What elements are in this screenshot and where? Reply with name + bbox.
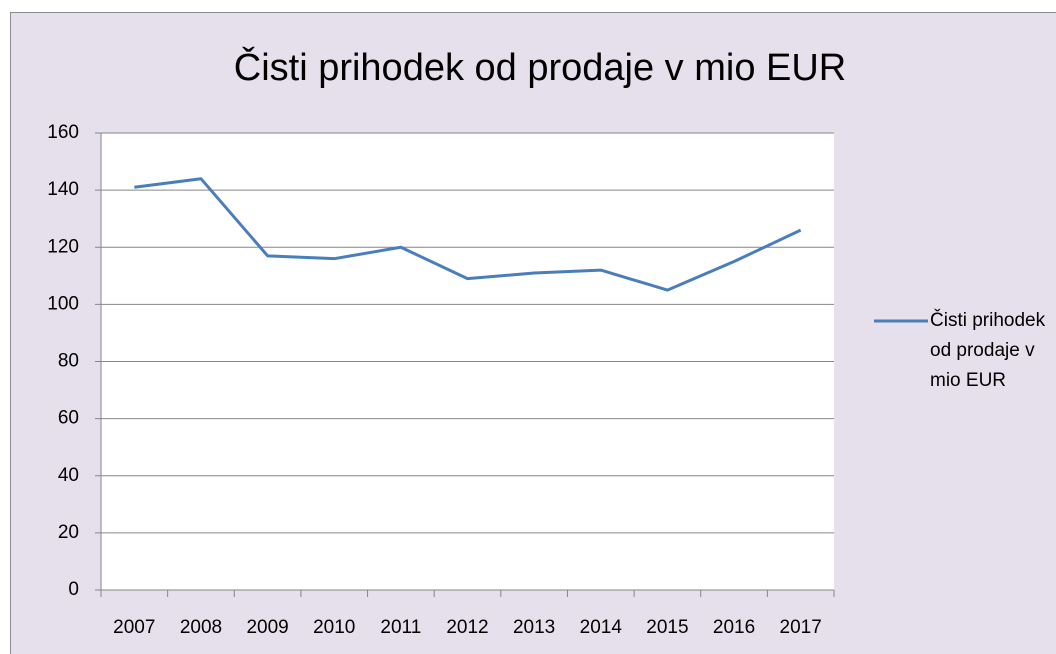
- y-tick-label: 100: [47, 293, 79, 314]
- x-tick-label: 2011: [380, 617, 421, 638]
- y-tick-label: 40: [58, 465, 79, 486]
- x-tick-label: 2008: [180, 617, 222, 638]
- y-tick-label: 140: [47, 179, 79, 200]
- y-tick-label: 160: [47, 122, 79, 143]
- x-tick-label: 2009: [246, 617, 288, 638]
- x-tick-label: 2013: [513, 617, 555, 638]
- x-tick-label: 2014: [580, 617, 623, 638]
- x-tick-label: 2012: [446, 617, 488, 638]
- x-tick-label: 2015: [646, 617, 688, 638]
- y-tick-label: 0: [68, 579, 79, 600]
- x-tick-label: 2007: [113, 617, 155, 638]
- chart-title: Čisti prihodek od prodaje v mio EUR: [234, 45, 847, 89]
- data-line: [134, 177, 802, 292]
- x-tick-label: 2017: [780, 617, 822, 638]
- y-tick-label: 20: [58, 522, 79, 543]
- y-tick-label: 120: [47, 236, 79, 257]
- x-tick-label: 2010: [313, 617, 355, 638]
- y-tick-label: 60: [58, 408, 79, 429]
- y-tick-label: 80: [58, 351, 79, 372]
- legend-label: Čisti prihodek od prodaje v mio EUR: [930, 310, 1046, 391]
- x-tick-label: 2016: [713, 617, 755, 638]
